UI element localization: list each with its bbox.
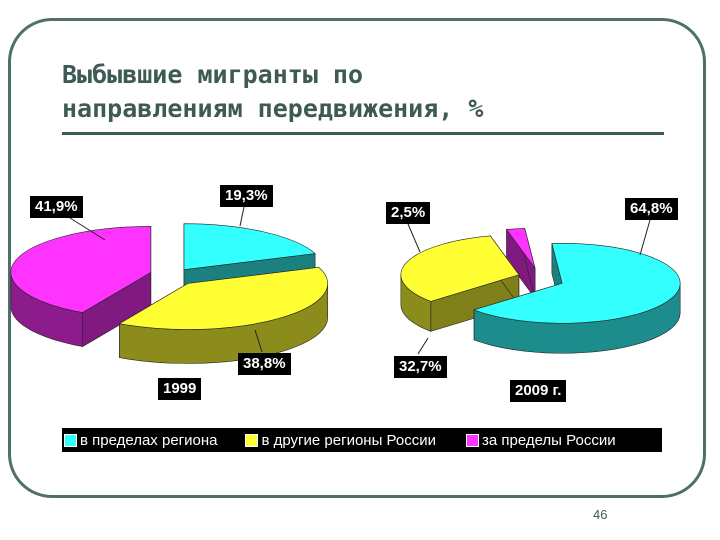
pie2-slice-abroad xyxy=(505,228,536,300)
chart-legend: в пределах региона в другие регионы Росс… xyxy=(62,428,662,452)
pie1-leader-abroad xyxy=(69,217,106,241)
title-underline xyxy=(62,132,664,135)
pie1-label-other-regions: 38,8% xyxy=(238,353,291,375)
pie1-slice-other-regions xyxy=(118,267,329,364)
pie2-slice-in-region xyxy=(473,242,681,354)
pie1-year-label: 1999 xyxy=(158,378,202,400)
slide-frame xyxy=(8,18,706,498)
pie1-label-abroad: 41,9% xyxy=(30,196,83,218)
legend-swatch-yellow xyxy=(245,433,259,447)
legend-label: за пределы России xyxy=(481,431,616,449)
pie2-label-in-region: 64,8% xyxy=(625,198,678,220)
pie1-leader-other-regions xyxy=(254,329,263,353)
pie2-slice-other-regions xyxy=(400,235,520,332)
pie2-label-other-regions: 32,7% xyxy=(394,356,447,378)
pie2-year-label: 2009 г. xyxy=(510,380,567,402)
pie1-label-in-region: 19,3% xyxy=(220,185,273,207)
pie1-leader-in-region xyxy=(239,206,245,227)
slide-title: Выбывшие мигранты по направлениям передв… xyxy=(62,60,484,123)
legend-label: в пределах региона xyxy=(80,431,218,449)
pie1-slice-abroad xyxy=(10,226,152,348)
pie2-leader-other-regions xyxy=(417,337,429,355)
pie2-leader-abroad xyxy=(407,223,421,253)
pie2-leader-in-region xyxy=(639,219,651,256)
page-number: 46 xyxy=(593,507,608,522)
legend-item-other-regions: в другие регионы России xyxy=(243,431,436,449)
legend-swatch-magenta xyxy=(465,433,479,447)
legend-label: в другие регионы России xyxy=(261,431,436,449)
legend-item-abroad: за пределы России xyxy=(464,432,616,449)
pie2-label-abroad: 2,5% xyxy=(386,202,431,224)
legend-item-in-region: в пределах региона xyxy=(62,432,217,449)
legend-swatch-cyan xyxy=(64,433,77,447)
